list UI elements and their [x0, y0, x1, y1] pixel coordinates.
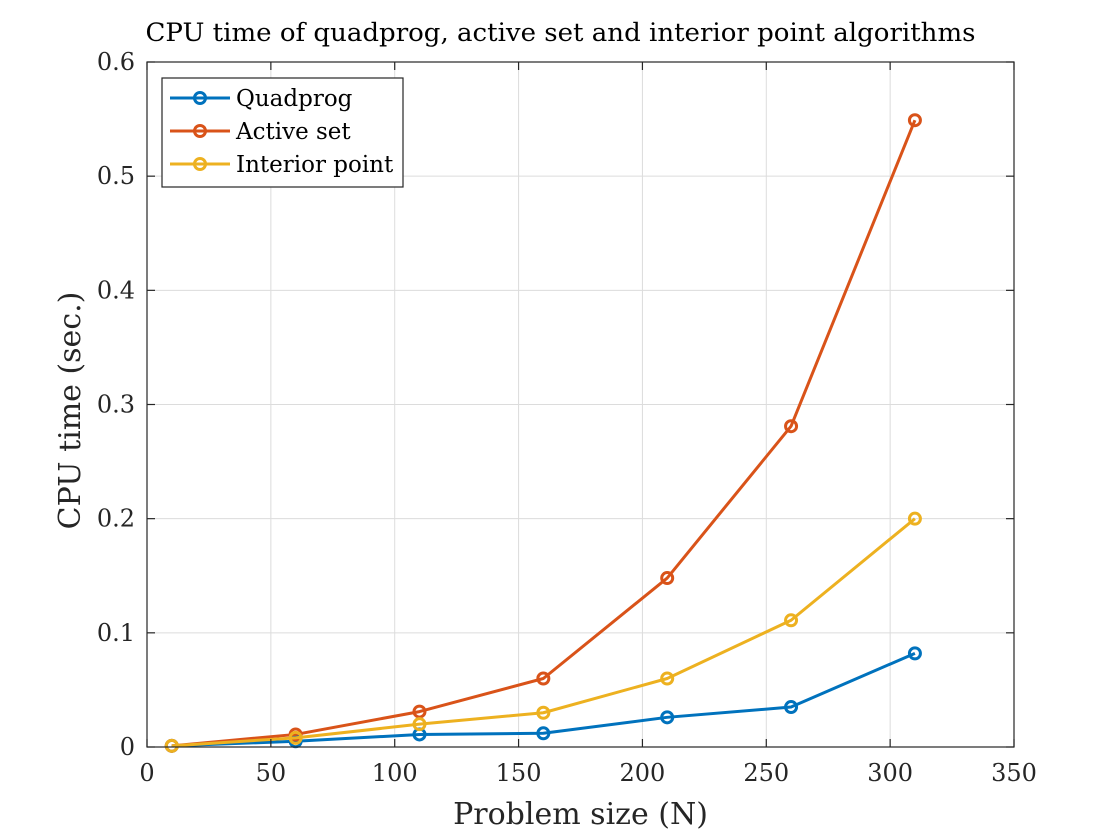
- legend-swatch-marker: [193, 157, 207, 171]
- data-point: [164, 738, 179, 753]
- data-point: [412, 704, 427, 719]
- data-point: [412, 717, 427, 732]
- x-tick-label: 50: [256, 759, 287, 787]
- x-tick-label: 300: [867, 759, 913, 787]
- x-tick-label: 250: [743, 759, 789, 787]
- x-tick-label: 100: [372, 759, 418, 787]
- x-tick-label: 0: [139, 759, 154, 787]
- x-tick-label: 150: [496, 759, 542, 787]
- grid: [146, 61, 1015, 748]
- data-point: [660, 671, 675, 686]
- data-point: [660, 571, 675, 586]
- legend-label: Quadprog: [236, 86, 353, 112]
- series-layer: [164, 113, 922, 753]
- y-tick-label: 0: [120, 733, 135, 761]
- series-line: [171, 652, 916, 748]
- data-point: [907, 511, 922, 526]
- series-interior-point: [164, 511, 922, 753]
- data-point: [784, 700, 799, 715]
- y-tick-label: 0.1: [97, 619, 135, 647]
- data-point: [536, 726, 551, 741]
- series-line: [171, 119, 917, 748]
- legend: Quadprog Active set Interior point: [161, 77, 404, 188]
- y-tick-label: 0.5: [97, 162, 135, 190]
- legend-swatch-marker: [193, 91, 207, 105]
- legend-label: Active set: [235, 119, 351, 145]
- y-tick-label: 0.4: [97, 276, 135, 304]
- y-tick-label: 0.6: [97, 48, 135, 76]
- y-tick-label: 0.2: [97, 505, 135, 533]
- data-point: [907, 113, 922, 128]
- x-tick-label: 350: [991, 759, 1037, 787]
- data-point: [536, 705, 551, 720]
- data-point: [784, 419, 799, 434]
- series-line: [171, 517, 916, 748]
- data-point: [660, 710, 675, 725]
- y-axis-label: CPU time (sec.): [53, 292, 88, 530]
- series-active-set: [164, 113, 922, 753]
- x-axis-label: Problem size (N): [453, 797, 708, 832]
- ticks: 0 50 100 150 200 250 300 350 0 0.1 0.2 0.3 0.4 0.5 0.6: [97, 48, 1037, 787]
- legend-swatch-marker: [193, 124, 207, 138]
- data-point: [784, 613, 799, 628]
- data-point: [288, 730, 303, 745]
- chart-title: CPU time of quadprog, active set and int…: [146, 18, 976, 47]
- data-point: [536, 671, 551, 686]
- legend-label: Interior point: [236, 152, 394, 178]
- data-point: [907, 646, 922, 661]
- y-tick-label: 0.3: [97, 391, 135, 419]
- x-tick-label: 200: [620, 759, 666, 787]
